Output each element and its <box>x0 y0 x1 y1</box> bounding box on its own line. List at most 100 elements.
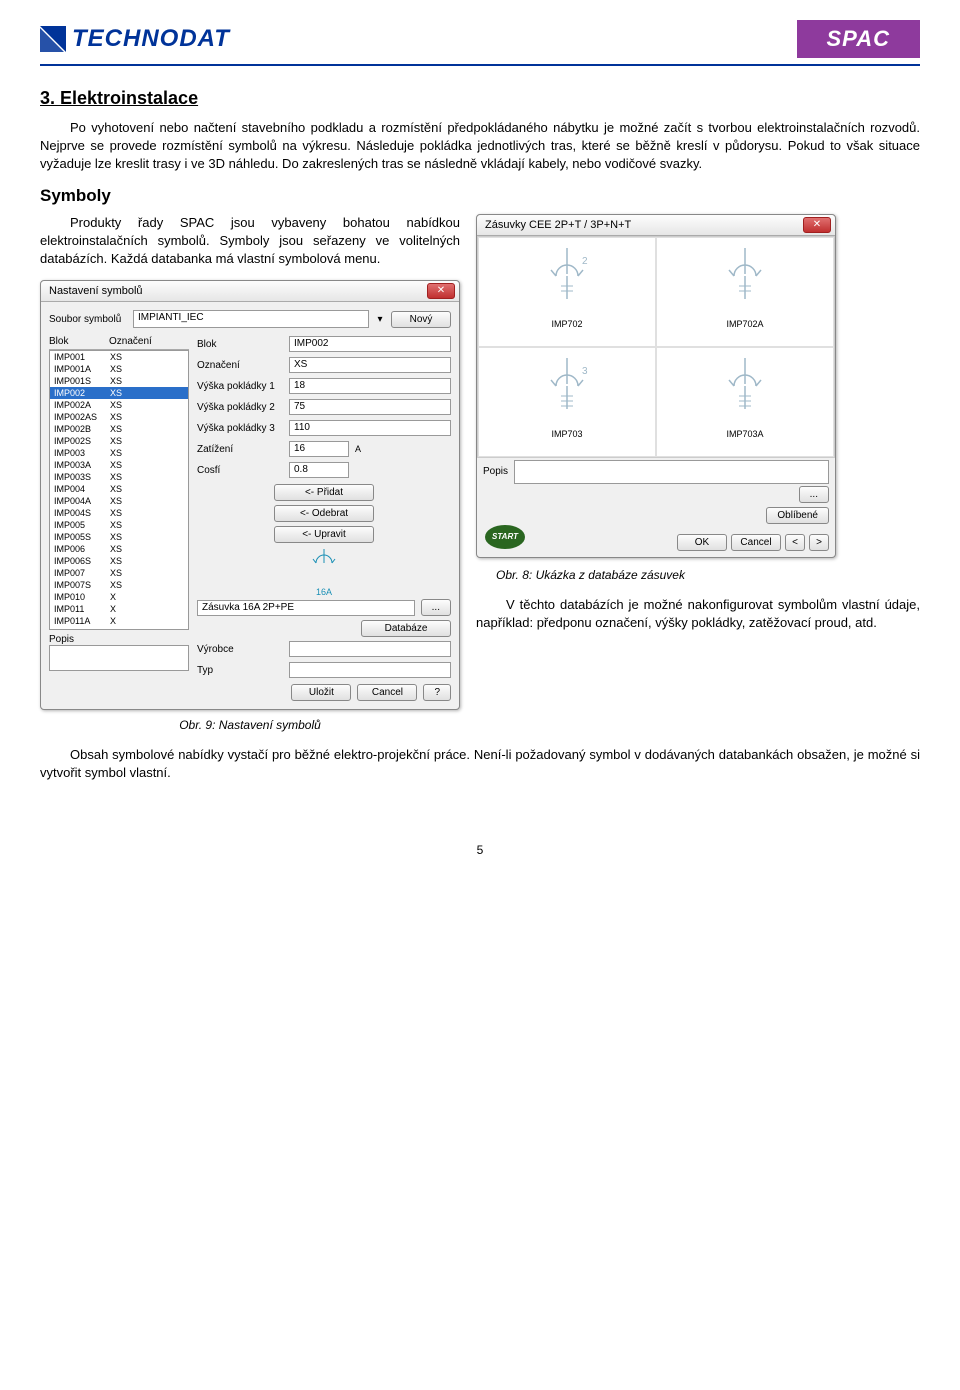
sockets-cancel-button[interactable]: Cancel <box>731 534 781 551</box>
ok-button[interactable]: OK <box>677 534 727 551</box>
close-icon[interactable]: ✕ <box>803 217 831 233</box>
sockets-dialog: Zásuvky CEE 2P+T / 3P+N+T ✕ 2 IMP702 IMP70… <box>476 214 836 558</box>
list-item[interactable]: IMP002SXS <box>50 435 188 447</box>
list-item[interactable]: IMP011AX <box>50 615 188 627</box>
figure-8-caption: Obr. 8: Ukázka z databáze zásuvek <box>496 568 920 582</box>
list-item[interactable]: IMP001SXS <box>50 375 188 387</box>
remove-button[interactable]: <- Odebrat <box>274 505 374 522</box>
typ-input[interactable] <box>289 662 451 678</box>
technodat-logo: TECHNODAT <box>40 25 230 53</box>
prev-button[interactable]: < <box>785 534 805 551</box>
v2-label: Výška pokládky 2 <box>197 402 283 413</box>
v3-label: Výška pokládky 3 <box>197 423 283 434</box>
v3-input[interactable]: 110 <box>289 420 451 436</box>
list-item[interactable]: IMP005XS <box>50 519 188 531</box>
sockets-titlebar: Zásuvky CEE 2P+T / 3P+N+T ✕ <box>477 215 835 236</box>
blok-label: Blok <box>197 339 283 350</box>
chevron-down-icon[interactable]: ▾ <box>375 314 385 325</box>
sockets-browse-button[interactable]: ... <box>799 486 829 503</box>
list-item[interactable]: IMP002XS <box>50 387 188 399</box>
dialog-title: Nastavení symbolů <box>49 285 143 297</box>
dialog-titlebar: Nastavení symbolů ✕ <box>41 281 459 302</box>
socket-label: IMP703 <box>485 429 649 439</box>
socket-cell[interactable]: IMP703A <box>656 347 834 457</box>
vyrobce-input[interactable] <box>289 641 451 657</box>
section-title: 3. Elektroinstalace <box>40 88 920 109</box>
socket-label: IMP702 <box>485 319 649 329</box>
file-combo[interactable]: IMPIANTI_IEC <box>133 310 369 328</box>
list-item[interactable]: IMP006XS <box>50 543 188 555</box>
save-button[interactable]: Uložit <box>291 684 351 701</box>
socket-cell[interactable]: 3 IMP703 <box>478 347 656 457</box>
list-item[interactable]: IMP003AXS <box>50 459 188 471</box>
add-button[interactable]: <- Přidat <box>274 484 374 501</box>
zat-input[interactable]: 16 <box>289 441 349 457</box>
socket-cell[interactable]: IMP702A <box>656 237 834 347</box>
desc-input[interactable]: Zásuvka 16A 2P+PE <box>197 600 415 616</box>
list-item[interactable]: IMP012X <box>50 627 188 630</box>
list-item[interactable]: IMP004XS <box>50 483 188 495</box>
symbol-settings-dialog: Nastavení symbolů ✕ Soubor symbolů IMPIA… <box>40 280 460 710</box>
browse-button[interactable]: ... <box>421 599 451 616</box>
list-item[interactable]: IMP001XS <box>50 351 188 363</box>
list-item[interactable]: IMP003XS <box>50 447 188 459</box>
list-item[interactable]: IMP003SXS <box>50 471 188 483</box>
list-item[interactable]: IMP004AXS <box>50 495 188 507</box>
closing-paragraph: Obsah symbolové nabídky vystačí pro běžn… <box>40 746 920 782</box>
blok-input[interactable]: IMP002 <box>289 336 451 352</box>
list-item[interactable]: IMP005SXS <box>50 531 188 543</box>
list-item[interactable]: IMP001AXS <box>50 363 188 375</box>
figure-9-caption: Obr. 9: Nastavení symbolů <box>40 718 460 732</box>
list-item[interactable]: IMP002BXS <box>50 423 188 435</box>
popis-box[interactable] <box>49 645 189 671</box>
socket-label: IMP703A <box>663 429 827 439</box>
close-icon[interactable]: ✕ <box>427 283 455 299</box>
list-item[interactable]: IMP007SXS <box>50 579 188 591</box>
v2-input[interactable]: 75 <box>289 399 451 415</box>
list-item[interactable]: IMP002AXS <box>50 399 188 411</box>
edit-button[interactable]: <- Upravit <box>274 526 374 543</box>
symbols-heading: Symboly <box>40 186 920 206</box>
sockets-popis-area[interactable] <box>514 460 829 484</box>
intro-paragraph: Po vyhotovení nebo načtení stavebního po… <box>40 119 920 174</box>
list-item[interactable]: IMP002ASXS <box>50 411 188 423</box>
technodat-logo-icon <box>40 26 66 52</box>
symbol-preview: 16A <box>197 549 451 599</box>
list-header: Blok Označení <box>49 336 189 350</box>
socket-cell[interactable]: 2 IMP702 <box>478 237 656 347</box>
sockets-popis-label: Popis <box>483 466 508 477</box>
list-item[interactable]: IMP006SXS <box>50 555 188 567</box>
popis-label: Popis <box>49 634 189 645</box>
list-item[interactable]: IMP007XS <box>50 567 188 579</box>
help-button[interactable]: ? <box>423 684 451 701</box>
list-item[interactable]: IMP004SXS <box>50 507 188 519</box>
symbols-paragraph: Produkty řady SPAC jsou vybaveny bohatou… <box>40 214 460 269</box>
zat-unit: A <box>355 444 369 454</box>
v1-label: Výška pokládky 1 <box>197 381 283 392</box>
list-item[interactable]: IMP010X <box>50 591 188 603</box>
svg-text:3: 3 <box>582 366 588 377</box>
zat-label: Zatížení <box>197 444 283 455</box>
typ-label: Typ <box>197 665 283 676</box>
start-button[interactable]: START <box>485 525 525 549</box>
list-item[interactable]: IMP011X <box>50 603 188 615</box>
page-number: 5 <box>40 843 920 857</box>
v1-input[interactable]: 18 <box>289 378 451 394</box>
database-button[interactable]: Databáze <box>361 620 451 637</box>
next-button[interactable]: > <box>809 534 829 551</box>
technodat-logo-text: TECHNODAT <box>72 25 230 53</box>
cos-input[interactable]: 0.8 <box>289 462 349 478</box>
favorites-button[interactable]: Oblíbené <box>766 507 829 524</box>
col-ozn: Označení <box>109 336 152 347</box>
vyrobce-label: Výrobce <box>197 644 283 655</box>
ozn-input[interactable]: XS <box>289 357 451 373</box>
svg-text:2: 2 <box>582 256 588 267</box>
symbol-preview-label: 16A <box>197 587 451 597</box>
databases-paragraph: V těchto databázích je možné nakonfiguro… <box>476 596 920 632</box>
socket-label: IMP702A <box>663 319 827 329</box>
new-button[interactable]: Nový <box>391 311 451 328</box>
sockets-grid: 2 IMP702 IMP702A 3 IMP703 IMP703A <box>477 236 835 458</box>
ozn-label: Označení <box>197 360 283 371</box>
cancel-button[interactable]: Cancel <box>357 684 417 701</box>
symbol-list[interactable]: IMP001XSIMP001AXSIMP001SXSIMP002XSIMP002… <box>49 350 189 630</box>
